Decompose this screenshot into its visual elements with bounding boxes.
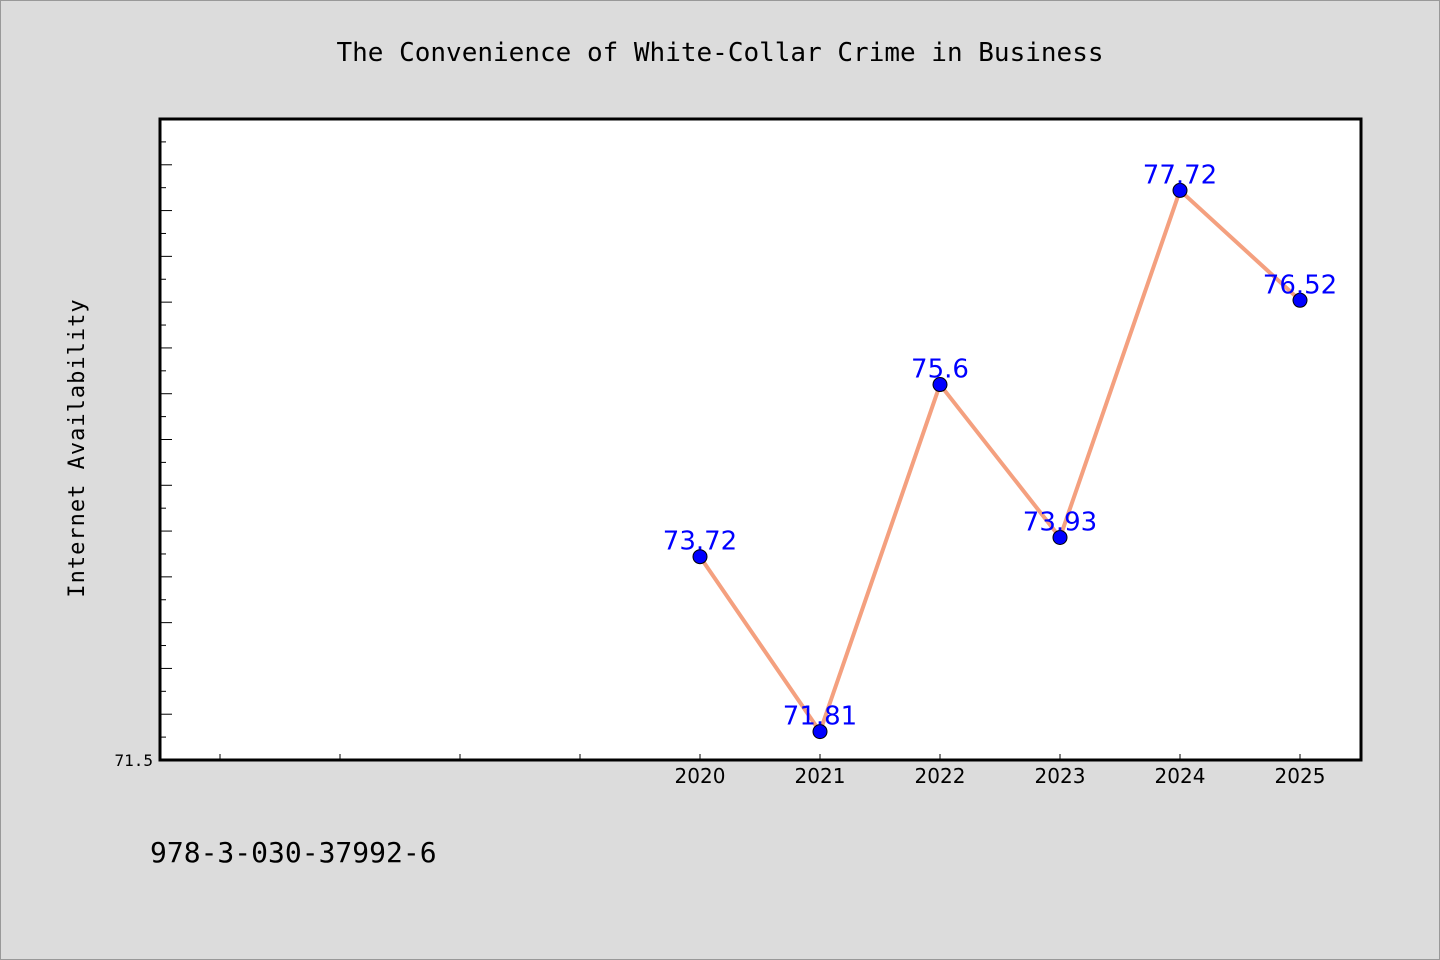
data-point (1172, 182, 1188, 198)
data-point (1052, 529, 1068, 545)
data-label: 76.52 (1263, 270, 1337, 300)
data-label: 77.72 (1143, 160, 1217, 190)
chart-title: The Convenience of White-Collar Crime in… (336, 38, 1103, 68)
data-label: 73.72 (663, 527, 737, 557)
x-tick-label: 2024 (1155, 764, 1206, 788)
data-point (812, 724, 828, 740)
x-tick-label: 2021 (795, 764, 846, 788)
y-axis-label: Internet Availability (65, 298, 90, 597)
data-point (692, 549, 708, 565)
data-label: 71.81 (783, 702, 857, 732)
x-tick-label: 2025 (1275, 764, 1326, 788)
series-layer: 73.72 71.81 75.6 73.93 77.72 76.52 (663, 160, 1337, 740)
data-point (1292, 292, 1308, 308)
y-axis-ticks: 71.5 (114, 118, 172, 770)
isbn-text: 978-3-030-37992-6 (150, 836, 437, 869)
plot-area (158, 117, 1363, 762)
y-tick-label: 71.5 (114, 751, 153, 770)
x-axis-ticks: 2020 2021 2022 2023 2024 2025 (219, 754, 1326, 788)
x-tick-label: 2022 (915, 764, 966, 788)
data-label: 75.6 (911, 355, 969, 385)
series-line (698, 188, 1302, 734)
data-point (932, 377, 948, 393)
x-tick-label: 2023 (1035, 764, 1086, 788)
x-tick-label: 2020 (675, 764, 726, 788)
data-label: 73.93 (1023, 507, 1097, 537)
